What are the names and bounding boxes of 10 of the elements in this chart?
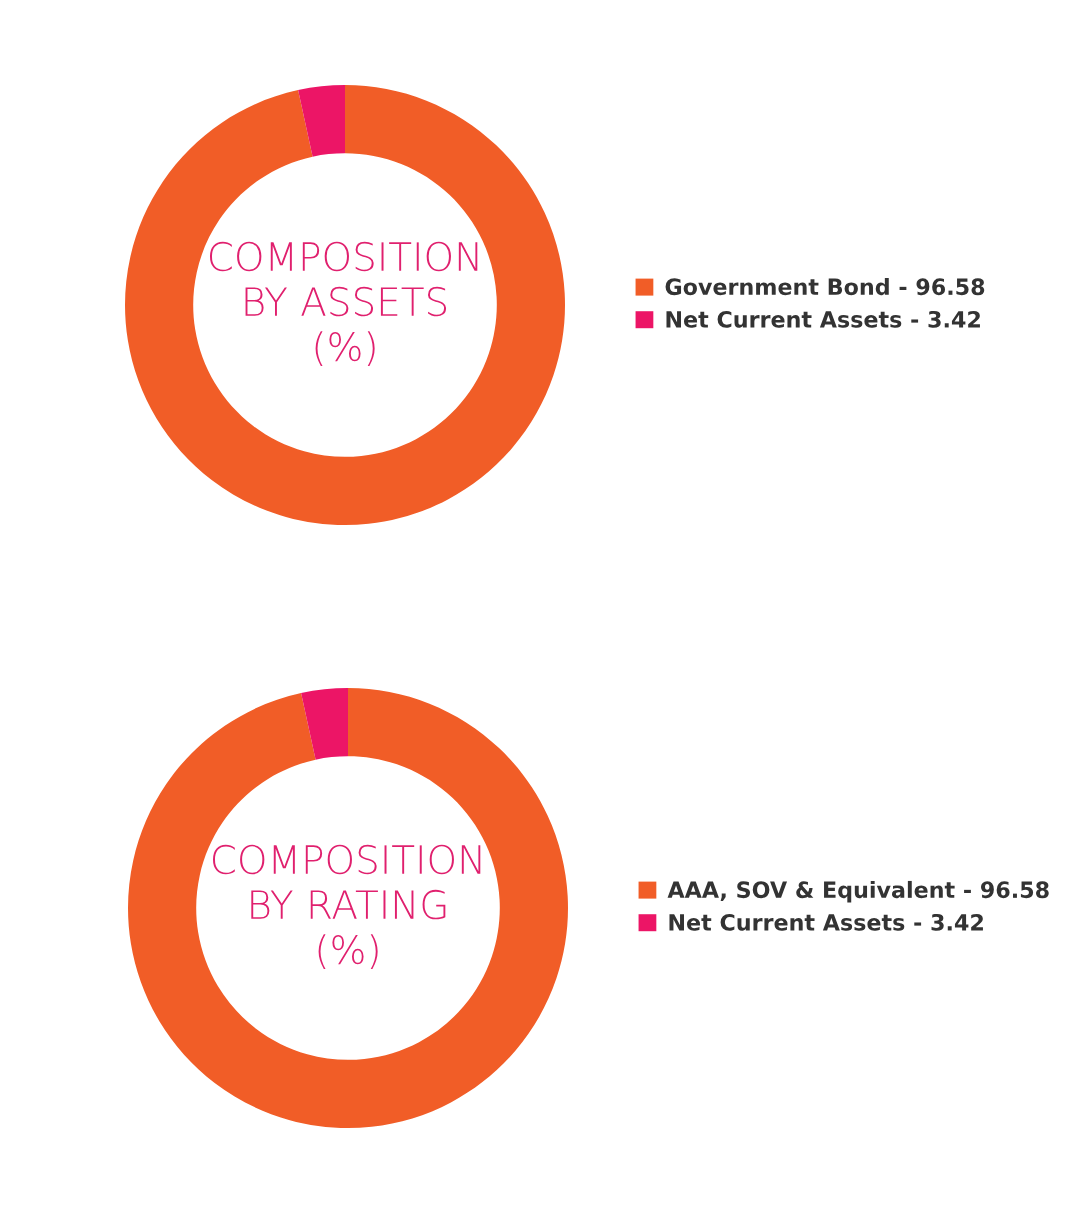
text: COMPOSITION BY ASSETS (%) bbox=[209, 241, 478, 366]
legend-label: Net Current Assets - 3.42 bbox=[669, 913, 983, 931]
legend-label: Government Bond - 96.58 bbox=[665, 277, 985, 296]
text: COMPOSITION BY RATING (%) bbox=[212, 844, 481, 969]
legend-label: AAA, SOV & Equivalent - 96.58 bbox=[667, 880, 1049, 903]
donut-slice bbox=[125, 85, 565, 525]
legend-label: Net Current Assets - 3.42 bbox=[666, 310, 980, 328]
donut-slice bbox=[128, 688, 568, 1128]
donut-slice bbox=[298, 85, 345, 157]
donut-slice bbox=[301, 688, 348, 760]
